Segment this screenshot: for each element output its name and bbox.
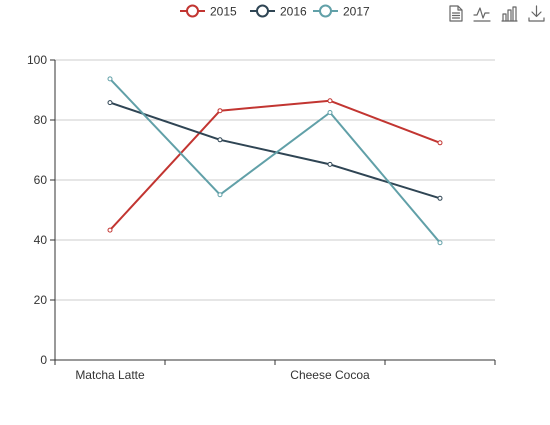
x-tick-label: Cheese Cocoa: [290, 368, 370, 382]
data-point[interactable]: [107, 100, 113, 106]
data-point[interactable]: [107, 76, 113, 82]
legend-label: 2016: [280, 5, 307, 19]
legend-swatch-marker: [186, 4, 199, 18]
y-tick-label: 0: [40, 353, 47, 367]
y-tick-label: 20: [34, 293, 48, 307]
series-line: [109, 101, 441, 200]
series-layer: [107, 76, 443, 246]
data-point[interactable]: [327, 110, 333, 115]
series-line: [109, 99, 441, 231]
y-tick-label: 80: [34, 113, 48, 127]
legend-label: 2015: [210, 5, 237, 19]
data-point[interactable]: [217, 192, 223, 198]
data-point[interactable]: [217, 137, 223, 143]
legend[interactable]: 2015 2016 2017: [180, 4, 370, 19]
legend-item-2017[interactable]: 2017: [313, 4, 370, 19]
legend-item-2016[interactable]: 2016: [250, 4, 307, 19]
legend-label: 2017: [343, 5, 370, 19]
series-2017: [107, 76, 443, 246]
grid-lines: [55, 59, 495, 301]
toolbox[interactable]: [447, 4, 545, 23]
download-icon[interactable]: [527, 4, 545, 23]
data-point[interactable]: [437, 195, 443, 201]
axes: 0 20 40 60 80 100 Matcha Latte Cheese Cocoa: [27, 53, 496, 382]
legend-swatch-marker: [256, 4, 269, 18]
data-view-icon[interactable]: [447, 4, 465, 23]
series-2015: [107, 98, 443, 233]
data-point[interactable]: [437, 140, 443, 146]
data-point[interactable]: [107, 227, 113, 233]
data-point[interactable]: [327, 98, 333, 104]
line-chart-icon[interactable]: [472, 4, 491, 23]
y-tick-label: 40: [34, 233, 48, 247]
x-tick-label: Matcha Latte: [75, 368, 145, 382]
data-point[interactable]: [327, 161, 333, 167]
bar-chart-icon[interactable]: [500, 4, 518, 23]
legend-swatch-marker: [319, 4, 332, 18]
y-tick-label: 60: [34, 173, 48, 187]
data-point[interactable]: [217, 108, 223, 114]
series-line: [109, 78, 441, 244]
data-point[interactable]: [437, 240, 443, 246]
legend-item-2015[interactable]: 2015: [180, 4, 237, 19]
y-tick-label: 100: [27, 53, 47, 67]
series-2016: [107, 100, 443, 201]
